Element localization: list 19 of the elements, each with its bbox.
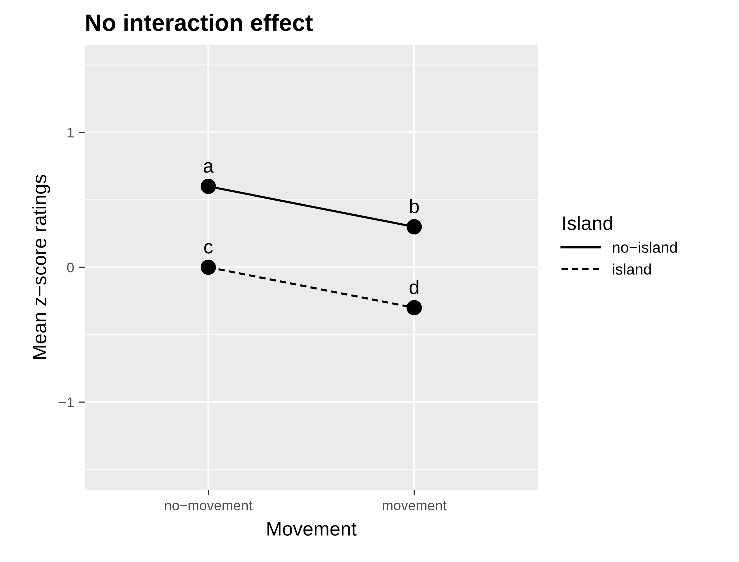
x-tick-label: no−movement <box>165 502 253 511</box>
x-tick-label: movement <box>382 502 447 511</box>
point <box>406 300 422 316</box>
point <box>200 260 216 276</box>
y-tick-label: −1 <box>59 398 74 408</box>
annotation: b <box>410 199 420 214</box>
legend-label: no−island <box>613 242 678 254</box>
annotation: d <box>410 280 419 294</box>
point <box>200 178 216 194</box>
annotation: a <box>204 162 214 174</box>
annotation: c <box>204 243 213 254</box>
y-axis-title: Mean z−score ratings <box>32 174 50 360</box>
legend-title: Island <box>564 216 612 230</box>
chart-title: No interaction effect <box>86 14 313 32</box>
point <box>406 219 422 235</box>
x-axis-title: Movement <box>268 522 357 536</box>
y-tick-label: 1 <box>68 128 74 138</box>
legend-label: island <box>613 264 652 275</box>
y-tick-label: 0 <box>67 262 74 273</box>
